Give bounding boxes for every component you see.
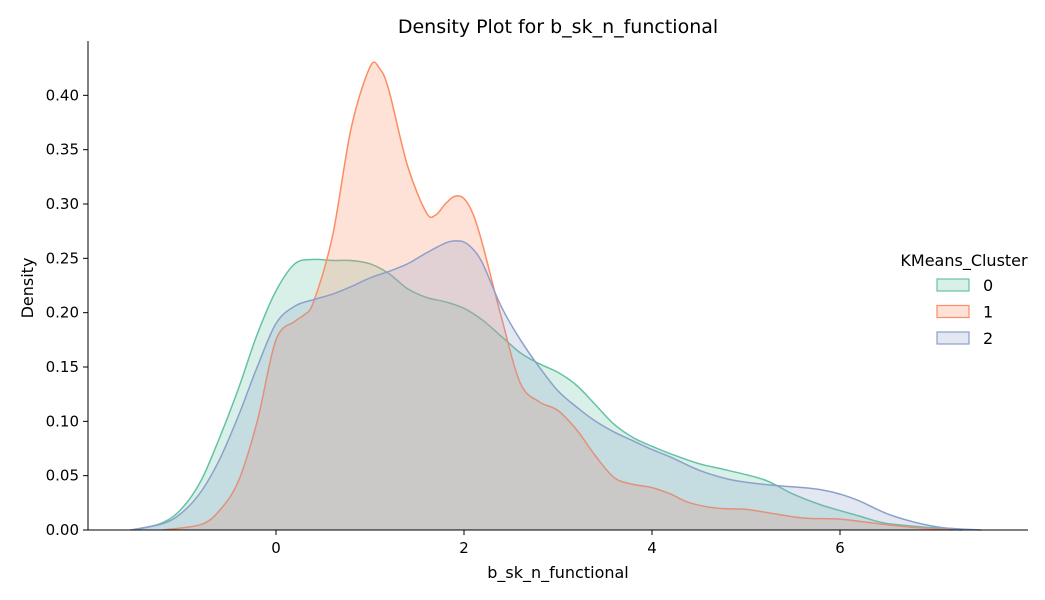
y-tick-label: 0.05 xyxy=(46,467,79,485)
series-1-line xyxy=(163,61,953,531)
y-tick-label: 0.25 xyxy=(46,249,79,267)
y-tick-label: 0.00 xyxy=(46,521,79,539)
series-0-area xyxy=(135,259,963,530)
chart-title: Density Plot for b_sk_n_functional xyxy=(398,16,718,38)
y-ticks: 0.00 0.05 0.10 0.15 0.20 0.25 0.30 0.35 0.40 xyxy=(46,86,88,539)
series-1-area xyxy=(163,62,953,531)
y-tick-label: 0.10 xyxy=(46,412,79,430)
legend-entries: 0 1 2 xyxy=(936,276,993,348)
y-tick-label: 0.20 xyxy=(46,304,79,322)
series-2-line xyxy=(130,240,982,531)
y-tick-label: 0.30 xyxy=(46,195,79,213)
legend: KMeans_Cluster 0 1 2 xyxy=(900,251,1028,348)
legend-title: KMeans_Cluster xyxy=(900,251,1028,271)
y-tick-label: 0.35 xyxy=(46,141,79,159)
x-axis-label: b_sk_n_functional xyxy=(487,563,629,583)
legend-swatch-2 xyxy=(936,331,970,345)
legend-swatch-0 xyxy=(936,278,970,292)
y-axis-label: Density xyxy=(18,258,37,319)
legend-label-0: 0 xyxy=(983,276,993,295)
y-tick-label: 0.15 xyxy=(46,358,79,376)
series-0-line xyxy=(134,258,963,531)
x-tick-label: 2 xyxy=(459,539,469,557)
legend-swatch-1 xyxy=(936,304,970,319)
legend-label-1: 1 xyxy=(983,303,993,322)
series-layer xyxy=(130,61,982,531)
series-2-area xyxy=(130,240,982,531)
y-tick-label: 0.40 xyxy=(46,86,79,104)
x-tick-label: 6 xyxy=(835,539,845,557)
x-tick-label: 0 xyxy=(271,539,281,557)
legend-label-2: 2 xyxy=(983,329,993,348)
x-tick-label: 4 xyxy=(647,539,657,557)
x-ticks: 0 2 4 6 xyxy=(271,530,845,557)
